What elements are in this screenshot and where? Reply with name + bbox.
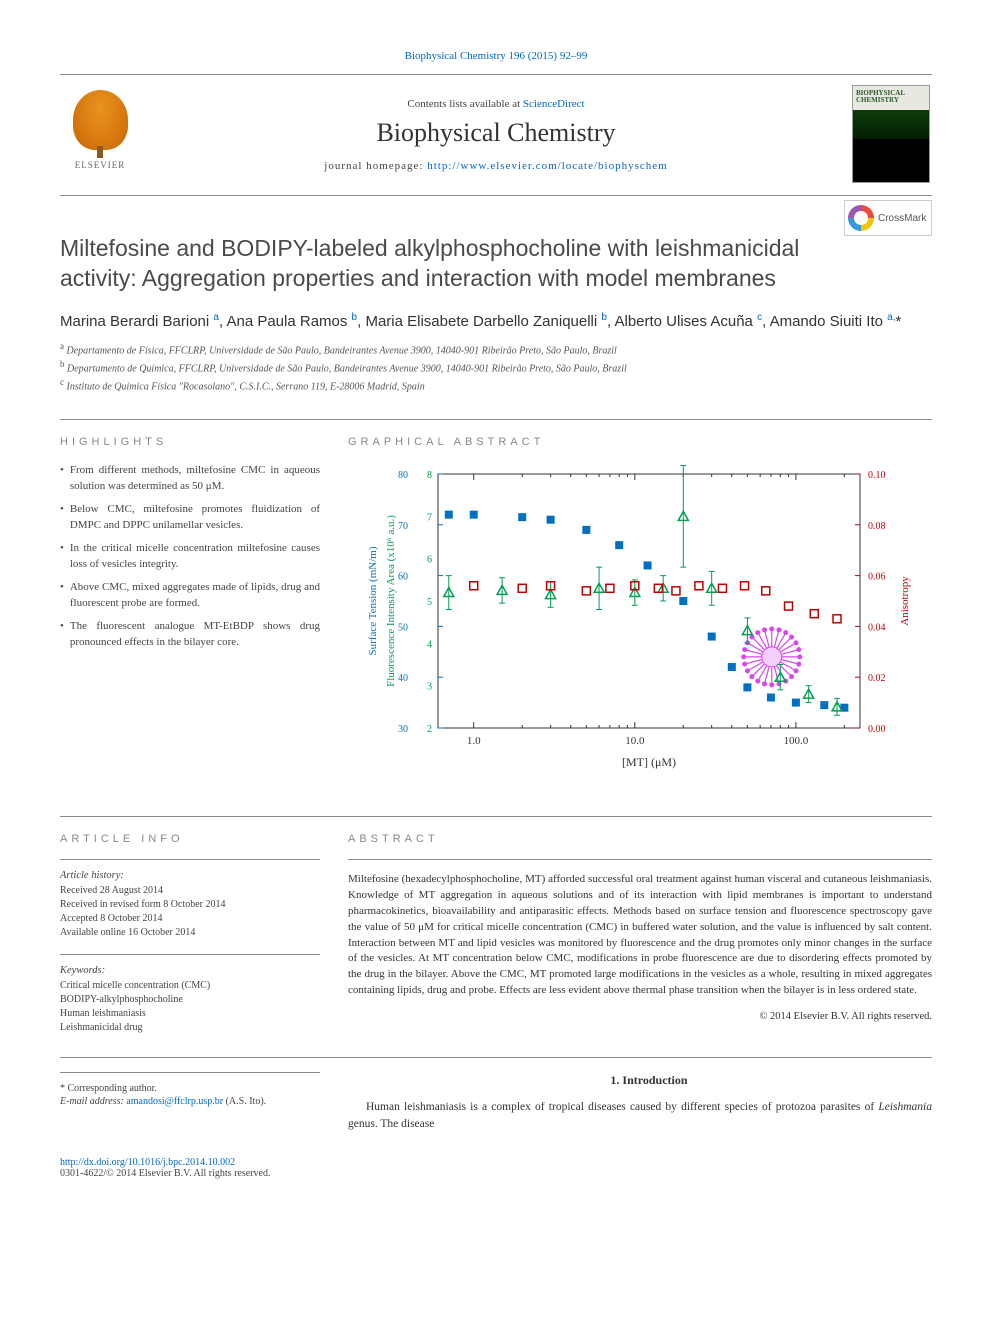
- highlight-item: From different methods, miltefosine CMC …: [70, 462, 320, 495]
- svg-text:8: 8: [427, 470, 432, 481]
- highlight-item: Below CMC, miltefosine promotes fluidiza…: [70, 501, 320, 534]
- abstract-text: Miltefosine (hexadecylphosphocholine, MT…: [348, 872, 932, 1000]
- crossmark-label: CrossMark: [878, 213, 926, 224]
- affiliations: a Departamento de Física, FFCLRP, Univer…: [60, 340, 932, 395]
- svg-text:0.04: 0.04: [868, 622, 886, 633]
- journal-homepage-link[interactable]: http://www.elsevier.com/locate/biophysch…: [427, 160, 667, 172]
- crossmark-badge[interactable]: CrossMark: [844, 200, 932, 236]
- svg-text:30: 30: [398, 724, 408, 735]
- homepage-prefix: journal homepage:: [324, 160, 427, 172]
- abstract-copyright: © 2014 Elsevier B.V. All rights reserved…: [348, 1011, 932, 1022]
- svg-text:50: 50: [398, 622, 408, 633]
- contents-prefix: Contents lists available at: [407, 98, 522, 110]
- svg-text:10.0: 10.0: [625, 735, 645, 747]
- keywords-head: Keywords:: [60, 965, 320, 976]
- svg-text:0.08: 0.08: [868, 521, 886, 532]
- divider: [60, 859, 320, 860]
- svg-text:70: 70: [398, 521, 408, 532]
- sciencedirect-link[interactable]: ScienceDirect: [523, 98, 585, 110]
- journal-citation: Biophysical Chemistry 196 (2015) 92–99: [60, 50, 932, 62]
- history-line: Received 28 August 2014: [60, 884, 320, 898]
- keyword-line: Critical micelle concentration (CMC): [60, 979, 320, 993]
- divider: [60, 954, 320, 955]
- svg-text:1.0: 1.0: [467, 735, 481, 747]
- svg-text:6: 6: [427, 554, 432, 565]
- author-list: Marina Berardi Barioni a, Ana Paula Ramo…: [60, 312, 932, 330]
- introduction-paragraph: Human leishmaniasis is a complex of trop…: [348, 1099, 932, 1132]
- journal-header: ELSEVIER Contents lists available at Sci…: [60, 74, 932, 196]
- elsevier-text: ELSEVIER: [75, 160, 126, 170]
- svg-text:3: 3: [427, 681, 432, 692]
- article-title: Miltefosine and BODIPY-labeled alkylphos…: [60, 234, 932, 294]
- journal-homepage-line: journal homepage: http://www.elsevier.co…: [140, 160, 852, 172]
- history-line: Accepted 8 October 2014: [60, 912, 320, 926]
- keyword-line: Leishmanicidal drug: [60, 1021, 320, 1035]
- graphical-abstract-heading: GRAPHICAL ABSTRACT: [348, 436, 932, 448]
- history-line: Available online 16 October 2014: [60, 926, 320, 940]
- article-info-heading: ARTICLE INFO: [60, 833, 320, 845]
- highlights-list: From different methods, miltefosine CMC …: [60, 462, 320, 651]
- svg-text:Surface Tension (mN/m): Surface Tension (mN/m): [367, 546, 379, 655]
- history-line: Received in revised form 8 October 2014: [60, 898, 320, 912]
- svg-text:7: 7: [427, 512, 432, 523]
- issn-copyright-line: 0301-4622/© 2014 Elsevier B.V. All right…: [60, 1168, 270, 1179]
- doi-link[interactable]: http://dx.doi.org/10.1016/j.bpc.2014.10.…: [60, 1157, 235, 1168]
- email-suffix: (A.S. Ito).: [223, 1096, 266, 1107]
- abstract-heading: ABSTRACT: [348, 833, 932, 845]
- journal-name: Biophysical Chemistry: [140, 118, 852, 148]
- svg-text:0.10: 0.10: [868, 470, 886, 481]
- graphical-abstract-chart: 1.0 10.0 100.0 [MT] (μM) 30 40 50 60 70 80 2 3 4 5 6 7 8…: [348, 462, 932, 772]
- affiliation-line: c Instituto de Química Física "Rocasolan…: [60, 376, 932, 394]
- svg-text:Anisotropy: Anisotropy: [899, 576, 911, 626]
- divider: [348, 859, 932, 860]
- svg-text:2: 2: [427, 724, 432, 735]
- svg-text:4: 4: [427, 639, 432, 650]
- contents-available-line: Contents lists available at ScienceDirec…: [140, 98, 852, 110]
- svg-text:40: 40: [398, 673, 408, 684]
- journal-cover: BIOPHYSICAL CHEMISTRY: [852, 85, 932, 185]
- keyword-line: BODIPY-alkylphosphocholine: [60, 993, 320, 1007]
- elsevier-tree-icon: [73, 90, 128, 150]
- corresponding-author-label: * Corresponding author.: [60, 1083, 320, 1094]
- svg-text:Fluorescence Intensity Area (x: Fluorescence Intensity Area (x10⁶ a.u.): [385, 515, 397, 687]
- crossmark-icon: [848, 205, 874, 231]
- article-history-head: Article history:: [60, 870, 320, 881]
- svg-text:0.02: 0.02: [868, 673, 886, 684]
- svg-text:[MT] (μM): [MT] (μM): [622, 755, 676, 769]
- svg-text:0.00: 0.00: [868, 724, 886, 735]
- highlights-heading: HIGHLIGHTS: [60, 436, 320, 448]
- svg-text:100.0: 100.0: [784, 735, 809, 747]
- highlight-item: The fluorescent analogue MT-EtBDP shows …: [70, 618, 320, 651]
- corresponding-email-link[interactable]: amandosi@ffclrp.usp.br: [126, 1096, 223, 1107]
- highlight-item: Above CMC, mixed aggregates made of lipi…: [70, 579, 320, 612]
- introduction-heading: 1. Introduction: [348, 1072, 932, 1089]
- page-footer: http://dx.doi.org/10.1016/j.bpc.2014.10.…: [60, 1157, 932, 1179]
- svg-text:80: 80: [398, 470, 408, 481]
- svg-text:60: 60: [398, 571, 408, 582]
- journal-citation-link[interactable]: Biophysical Chemistry 196 (2015) 92–99: [405, 50, 588, 62]
- elsevier-logo: ELSEVIER: [60, 90, 140, 180]
- highlight-item: In the critical micelle concentration mi…: [70, 540, 320, 573]
- keyword-line: Human leishmaniasis: [60, 1007, 320, 1021]
- email-label: E-mail address:: [60, 1096, 124, 1107]
- cover-title: BIOPHYSICAL CHEMISTRY: [856, 90, 929, 104]
- svg-text:5: 5: [427, 597, 432, 608]
- affiliation-line: b Departamento de Química, FFCLRP, Unive…: [60, 358, 932, 376]
- svg-text:0.06: 0.06: [868, 571, 886, 582]
- affiliation-line: a Departamento de Física, FFCLRP, Univer…: [60, 340, 932, 358]
